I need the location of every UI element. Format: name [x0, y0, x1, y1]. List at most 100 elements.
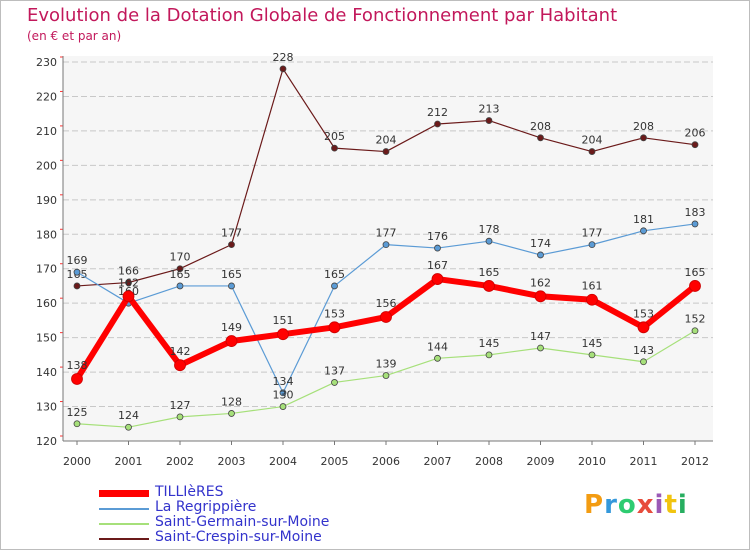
data-point [691, 141, 699, 149]
data-label: 167 [427, 259, 448, 272]
data-label: 165 [221, 268, 242, 281]
data-label: 177 [221, 227, 242, 240]
data-label: 139 [376, 358, 397, 371]
y-tick-label: 140 [36, 366, 57, 379]
x-tick-label: 2010 [578, 455, 606, 468]
data-point [279, 403, 287, 410]
data-point [485, 237, 493, 245]
y-tick-label: 200 [36, 159, 57, 172]
data-point [73, 282, 81, 290]
data-point [228, 282, 235, 290]
y-tick-label: 220 [36, 90, 57, 103]
data-label: 166 [118, 265, 139, 278]
data-label: 169 [67, 254, 88, 267]
data-label: 143 [633, 344, 654, 357]
data-label: 165 [685, 266, 706, 279]
data-point [588, 148, 596, 155]
data-point [382, 241, 390, 249]
data-label: 127 [170, 399, 191, 412]
x-tick-label: 2003 [218, 455, 246, 468]
data-label: 128 [221, 395, 242, 408]
line-chart: 120 130 140 150 160 170 180 190 200 210 220 230 2000… [36, 51, 713, 468]
legend-swatch [99, 538, 149, 540]
data-label: 178 [479, 223, 500, 236]
data-point [277, 328, 289, 341]
data-label: 165 [324, 268, 345, 281]
data-point [228, 410, 235, 417]
logo-letter: i [677, 490, 688, 520]
data-point [176, 282, 184, 290]
y-tick-label: 150 [36, 332, 57, 345]
data-label: 177 [376, 227, 397, 240]
legend-label: TILLIèRES [155, 484, 224, 500]
data-point [534, 290, 547, 303]
data-label: 204 [582, 134, 603, 147]
data-label: 170 [170, 251, 191, 264]
legend-swatch [99, 523, 149, 525]
data-label: 142 [170, 345, 191, 358]
legend-swatch [99, 490, 149, 497]
data-label: 208 [633, 120, 654, 133]
data-label: 165 [479, 266, 500, 279]
data-point [382, 148, 390, 155]
data-point [71, 373, 83, 385]
y-tick-label: 130 [36, 401, 57, 414]
data-point [485, 351, 493, 359]
data-point [328, 321, 341, 334]
data-label: 161 [582, 280, 603, 293]
data-label: 147 [530, 330, 551, 343]
data-label: 181 [633, 213, 654, 226]
logo-letter: x [636, 490, 655, 520]
y-tick-label: 230 [36, 56, 57, 69]
data-label: 228 [273, 51, 294, 64]
data-point [122, 290, 135, 303]
x-tick-label: 2011 [630, 455, 658, 468]
x-tick-label: 2002 [166, 455, 194, 468]
data-point [431, 273, 444, 285]
legend-label: Saint-Crespin-sur-Moine [155, 529, 322, 545]
data-point [537, 134, 544, 142]
data-label: 208 [530, 120, 551, 133]
data-label: 137 [324, 364, 345, 377]
x-tick-label: 2008 [475, 455, 503, 468]
logo-letter: r [604, 490, 618, 520]
data-label: 130 [273, 389, 294, 402]
x-tick-label: 2007 [424, 455, 452, 468]
logo-letter: t [664, 490, 678, 520]
y-tick-label: 120 [36, 435, 57, 448]
data-label: 145 [479, 337, 500, 350]
data-point [331, 379, 338, 386]
data-point [691, 220, 699, 228]
legend-label: Saint-Germain-sur-Moine [155, 514, 330, 530]
data-label: 212 [427, 106, 448, 119]
x-tick-label: 2005 [321, 455, 349, 468]
data-point [380, 311, 392, 323]
data-label: 138 [67, 359, 88, 372]
legend-swatch [99, 508, 149, 510]
data-point [483, 280, 495, 292]
data-point [331, 144, 338, 152]
data-point [228, 241, 235, 249]
data-label: 165 [170, 268, 191, 281]
data-label: 174 [530, 237, 551, 250]
data-point [434, 120, 441, 128]
logo-letter: o [617, 490, 637, 520]
data-point [279, 65, 287, 73]
data-label: 177 [582, 227, 603, 240]
data-point [434, 244, 441, 252]
y-tick-label: 160 [36, 297, 57, 310]
data-label: 162 [118, 276, 139, 289]
data-point [637, 321, 650, 334]
data-point [73, 420, 81, 428]
data-label: 125 [67, 406, 88, 419]
y-tick-label: 210 [36, 125, 57, 138]
data-label: 145 [582, 337, 603, 350]
data-label: 213 [479, 103, 500, 116]
chart-title: Evolution de la Dotation Globale de Fonc… [27, 5, 618, 26]
y-tick-label: 170 [36, 263, 57, 276]
data-point [485, 117, 493, 124]
data-point [125, 279, 132, 286]
x-tick-label: 2009 [527, 455, 555, 468]
data-label: 151 [273, 314, 294, 327]
